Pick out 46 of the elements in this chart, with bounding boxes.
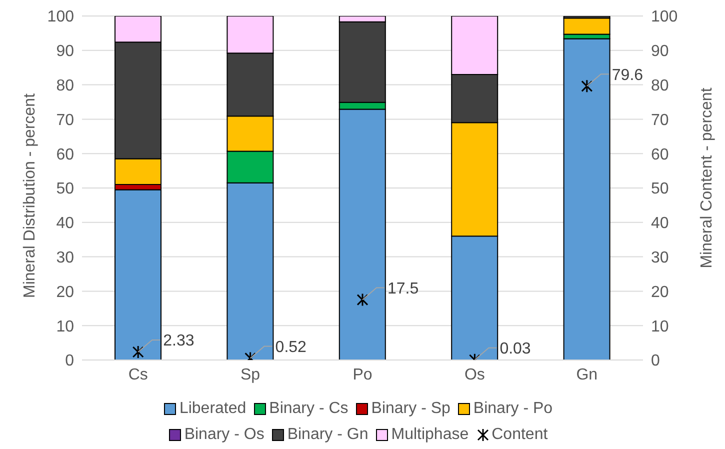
data-label: 0.52 [275,338,307,356]
legend-label: Binary - Os [183,425,264,445]
y-axis-title: Mineral Distribution - percent [22,92,39,298]
legend-label: Multiphase [390,425,469,445]
x-tick-label: Gn [576,366,598,384]
y-tick-label: 40 [56,215,74,232]
x-tick-label: Po [352,366,372,384]
bar [563,38,610,360]
y-tick-label: 70 [56,112,74,129]
y2-tick-label: 80 [651,77,669,94]
bar [563,18,610,35]
y-tick-label: 100 [47,8,74,26]
x-tick-label: Os [464,366,485,384]
y2-tick-label: 20 [651,284,669,301]
y-tick-label: 30 [56,249,74,266]
y-tick-label: 20 [56,284,74,301]
legend-label: Binary - Sp [370,399,450,419]
y2-axis-title: Mineral Content - percent [698,87,716,268]
point [581,79,593,93]
legend-label: Binary - Cs [268,399,348,419]
y-tick-label: 80 [56,77,74,94]
data-label: 0.03 [500,340,531,358]
legend-label: Liberated [178,399,246,419]
legend-label: Binary - Gn [286,425,368,445]
x-tick-label: Cs [128,366,148,384]
y-tick-label: 0 [65,352,74,370]
legend-label: Binary - Po [472,399,553,419]
data-label: 2.33 [163,332,194,350]
data-label: 79.6 [612,66,644,84]
y2-tick-label: 70 [651,112,669,129]
y2-tick-label: 60 [651,146,669,164]
y2-tick-label: 10 [651,318,669,336]
y2-tick-label: 90 [651,43,669,60]
y-tick-label: 50 [56,180,74,198]
y2-tick-label: 50 [651,180,669,198]
y-tick-label: 10 [56,318,74,336]
y2-tick-label: 0 [651,352,660,370]
x-tick-label: Sp [240,366,260,384]
y2-tick-label: 30 [651,249,669,266]
y-tick-label: 60 [56,146,74,164]
y2-tick-label: 40 [651,215,669,232]
y2-tick-label: 100 [651,8,678,26]
y-tick-label: 90 [56,43,74,60]
data-label: 17.5 [388,280,419,298]
bar [114,189,162,360]
legend-label: Content [490,425,548,445]
